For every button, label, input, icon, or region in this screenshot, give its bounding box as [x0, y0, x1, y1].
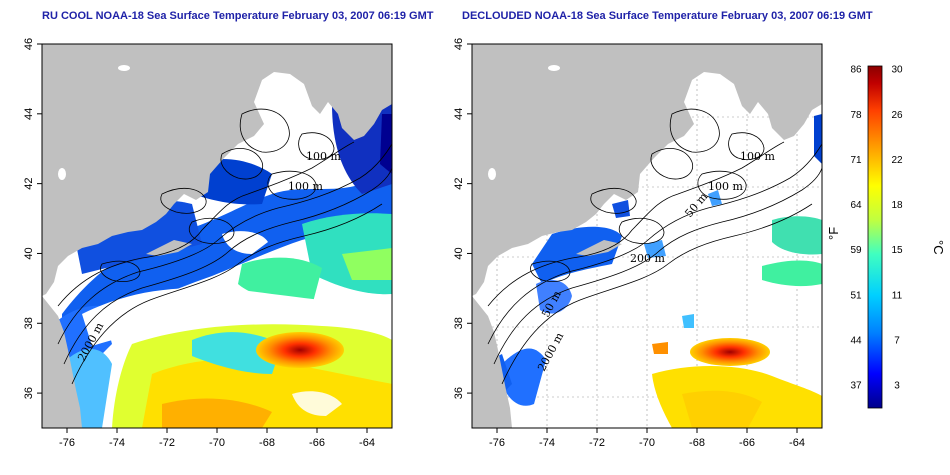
left-lat-tick-label: 36: [23, 387, 35, 399]
colorbar: 86 30 78 26 71 22 64 18 59 15 51 11 44 7 37 3 °F °C: [826, 65, 946, 409]
colorbar-celsius-label: 15: [891, 245, 903, 256]
colorbar-fahrenheit-unit: °F: [826, 227, 841, 240]
colorbar-fahrenheit-label: 51: [850, 290, 862, 301]
left-panel-title: RU COOL NOAA-18 Sea Surface Temperature …: [42, 10, 434, 22]
right-panel-title: DECLOUDED NOAA-18 Sea Surface Temperatur…: [462, 10, 873, 22]
right-lat-tick-label: 38: [453, 317, 465, 329]
colorbar-gradient: [867, 65, 883, 409]
left-lat-tick-label: 44: [23, 108, 35, 120]
colorbar-celsius-label: 26: [891, 110, 903, 121]
left-lat-tick-label: 42: [23, 178, 35, 190]
colorbar-celsius-unit: °C: [931, 240, 946, 255]
right-lon-tick-label: -66: [739, 437, 755, 449]
left-lon-tick-label: -68: [259, 437, 275, 449]
left-lat-tick-label: 40: [23, 247, 35, 259]
left-lon-tick-label: -66: [309, 437, 325, 449]
right-map-panel: 100 m 100 m 50 m 200 m 50 m 2000 m: [471, 43, 823, 429]
right-lat-tick-label: 46: [453, 38, 465, 50]
left-map-panel: 100 m 100 m 2000 m: [41, 43, 393, 429]
colorbar-celsius-label: 3: [894, 381, 900, 392]
left-lon-tick-label: -72: [159, 437, 175, 449]
colorbar-fahrenheit-label: 59: [850, 245, 862, 256]
right-lon-tick-label: -74: [539, 437, 555, 449]
right-lon-tick-label: -72: [589, 437, 605, 449]
colorbar-celsius-label: 18: [891, 200, 903, 211]
colorbar-fahrenheit-label: 86: [850, 65, 862, 76]
left-lon-tick-label: -76: [59, 437, 75, 449]
colorbar-celsius-label: 7: [894, 335, 900, 346]
right-lat-tick-label: 40: [453, 247, 465, 259]
left-contour-label-1: 100 m: [306, 150, 341, 163]
colorbar-fahrenheit-label: 37: [850, 381, 862, 392]
left-lon-tick-label: -64: [359, 437, 375, 449]
right-lon-tick-label: -76: [489, 437, 505, 449]
right-lon-tick-label: -68: [689, 437, 705, 449]
right-lat-tick-label: 44: [453, 108, 465, 120]
right-contour-label-2: 100 m: [708, 180, 743, 193]
colorbar-fahrenheit-label: 78: [850, 110, 862, 121]
colorbar-fahrenheit-label: 44: [850, 335, 862, 346]
axes-layer: -76 -74 -72 -70 -68 -66 -64 46 44 42 40 38 36 -76 -74 -…: [23, 38, 805, 449]
colorbar-celsius-label: 30: [891, 65, 903, 76]
colorbar-fahrenheit-label: 64: [850, 200, 862, 211]
right-contour-label-4: 200 m: [630, 252, 665, 265]
left-lat-tick-label: 46: [23, 38, 35, 50]
right-lon-tick-label: -64: [789, 437, 805, 449]
left-contour-label-2: 100 m: [288, 180, 323, 193]
colorbar-celsius-label: 11: [892, 290, 903, 301]
right-contour-label-1: 100 m: [740, 150, 775, 163]
right-lon-tick-label: -70: [639, 437, 655, 449]
colorbar-celsius-label: 22: [891, 155, 903, 166]
left-lat-tick-label: 38: [23, 317, 35, 329]
left-sst-field: [42, 104, 392, 428]
right-lat-tick-label: 36: [453, 387, 465, 399]
right-lat-tick-label: 42: [453, 178, 465, 190]
left-lon-tick-label: -70: [209, 437, 225, 449]
left-lon-tick-label: -74: [109, 437, 125, 449]
colorbar-fahrenheit-label: 71: [850, 155, 862, 166]
